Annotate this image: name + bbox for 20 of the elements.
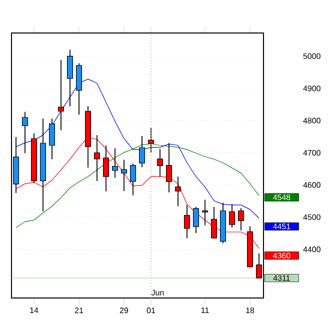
candlestick (103, 144, 109, 192)
candlestick (238, 208, 244, 231)
candlestick (166, 142, 172, 193)
candlestick (67, 49, 73, 107)
candlestick (130, 163, 136, 196)
candlestick (121, 159, 127, 192)
candlestick (175, 176, 181, 207)
candlestick (184, 204, 190, 239)
candlestick (22, 111, 28, 154)
candlestick (202, 199, 208, 226)
candlestick (193, 206, 199, 234)
candlestick (58, 60, 64, 131)
candlestick (139, 136, 145, 168)
candlestick (211, 206, 217, 239)
candlestick (148, 128, 154, 154)
candlestick (157, 148, 163, 178)
candlestick (49, 118, 55, 160)
candlestick (229, 204, 235, 228)
candlestick (112, 148, 118, 178)
line-series (16, 78, 260, 218)
